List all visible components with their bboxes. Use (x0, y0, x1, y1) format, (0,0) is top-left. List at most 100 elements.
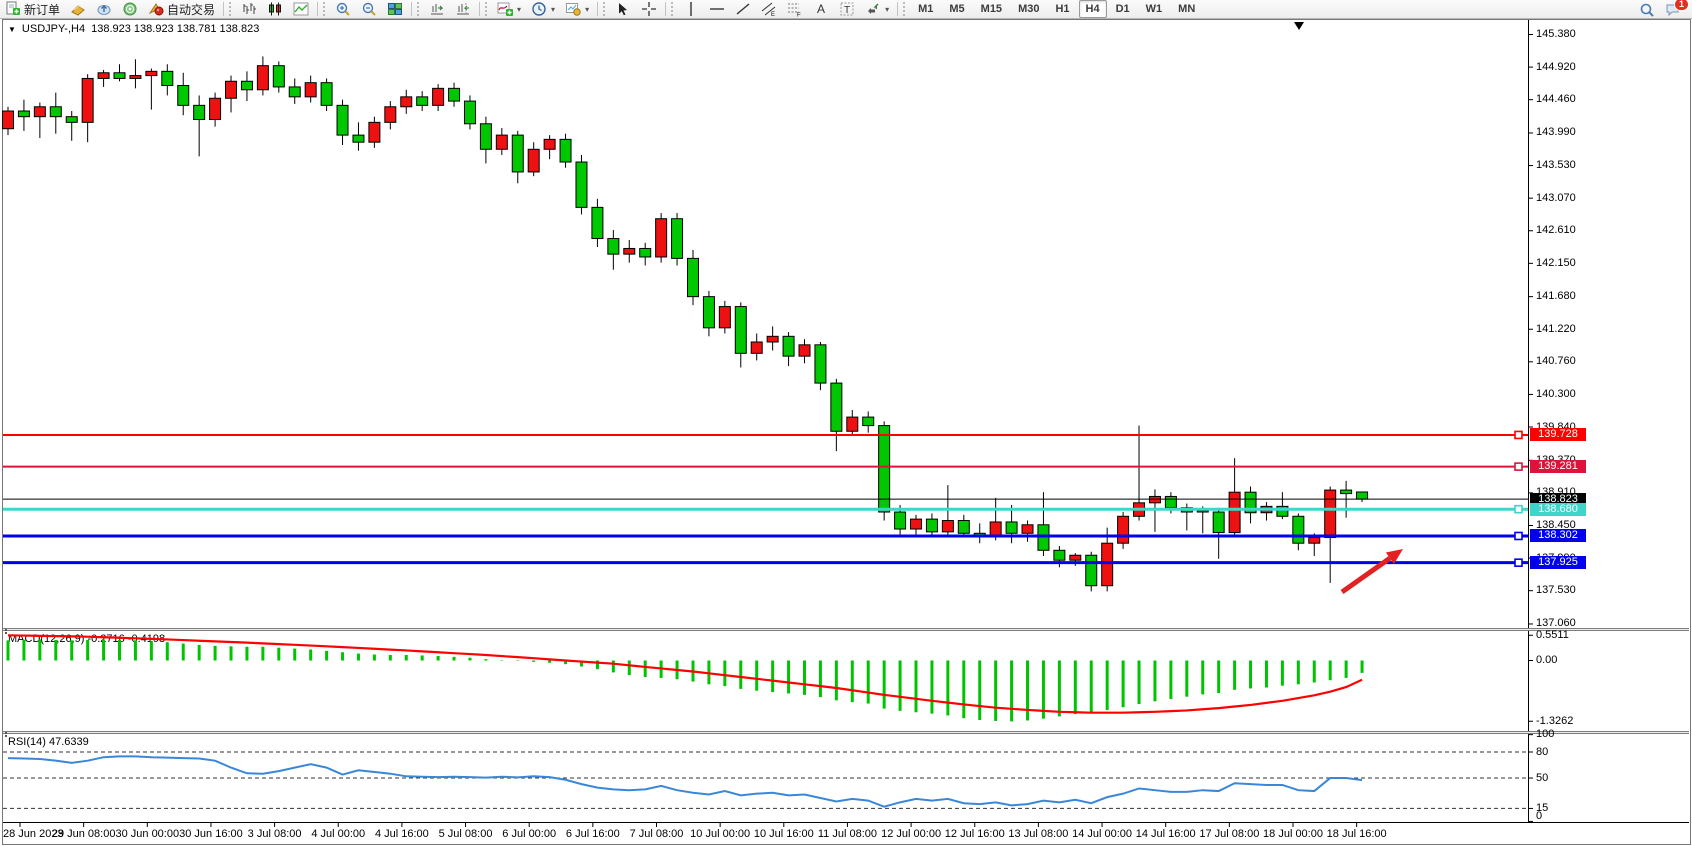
trendline-icon (735, 1, 751, 17)
rsi-panel-separator[interactable] (3, 731, 1689, 735)
vline-button[interactable] (679, 0, 703, 18)
rsi-indicator-label: RSI(14) 47.6339 (8, 736, 89, 748)
chart-shift-button[interactable] (451, 0, 475, 18)
price-line-label-138.680: 138.680 (1530, 502, 1586, 516)
timeframe-m1-button[interactable]: M1 (918, 3, 934, 15)
periods-button[interactable]: ▾ (527, 0, 559, 18)
channel-icon: E (761, 1, 777, 17)
bar-chart-icon (241, 1, 257, 17)
price-tick-label: 143.530 (1536, 159, 1576, 172)
chart-window[interactable] (2, 19, 1691, 845)
toolbar-separator (597, 2, 599, 16)
timeframe-m30-button[interactable]: M30 (1018, 3, 1040, 15)
timeframe-h1-button[interactable]: H1 (1055, 3, 1070, 15)
toolbar-separator (479, 2, 481, 16)
price-tick-label: 141.680 (1536, 290, 1576, 303)
chevron-down-icon[interactable]: ▾ (585, 4, 590, 14)
top-toolbar: 新订单 自动交易 ▾ ▾ ▾ E F A T ▾ M1 M5 M15 M30 H1 H4 D1 W1 MN 1 (0, 0, 1692, 19)
text-t-icon: T (839, 1, 855, 17)
timeframe-w1-button[interactable]: W1 (1145, 3, 1163, 15)
time-axis-label: 28 Jun 2023 (3, 828, 64, 840)
zoom-out-icon (361, 1, 377, 17)
time-axis-label: 10 Jul 00:00 (690, 828, 751, 840)
price-tick-label: 137.060 (1536, 617, 1576, 630)
auto-trading-button-label: 自动交易 (167, 2, 216, 17)
market-depth-button[interactable] (66, 0, 90, 18)
templates-button[interactable]: ▾ (561, 0, 593, 18)
crosshair-button[interactable] (637, 0, 661, 18)
zoom-in-icon (335, 1, 351, 17)
signal-icon (122, 1, 138, 17)
line-chart-button[interactable] (289, 0, 313, 18)
time-axis-label: 12 Jul 00:00 (881, 828, 942, 840)
auto-scroll-button[interactable] (425, 0, 449, 18)
price-tick-label: 143.990 (1536, 126, 1576, 139)
notifications-button[interactable]: 1 (1661, 0, 1689, 19)
cursor-button[interactable] (611, 0, 635, 18)
crosshair-icon (641, 1, 657, 17)
toolbar-grip (229, 2, 234, 16)
chart-ohlc-values: 138.923 138.923 138.781 138.823 (91, 23, 260, 35)
chart-symbol-period: USDJPY-,H4 (21, 23, 86, 35)
new-order-button[interactable]: 新订单 (1, 0, 64, 18)
candles-icon (267, 1, 283, 17)
svg-text:F: F (797, 13, 801, 18)
time-axis-label: 30 Jun 00:00 (115, 828, 180, 840)
candlestick-button[interactable] (263, 0, 287, 18)
price-tick-label: 145.380 (1536, 28, 1576, 40)
chevron-down-icon[interactable]: ▾ (517, 4, 522, 14)
bar-chart-button[interactable] (237, 0, 261, 18)
text-button[interactable]: A (809, 0, 833, 18)
timeframe-h4-button[interactable]: H4 (1078, 0, 1107, 18)
scroll-end-icon (429, 1, 445, 17)
toolbar-separator (317, 2, 319, 16)
price-tick-label: 142.150 (1536, 256, 1576, 269)
chart-title: ▼ USDJPY-,H4 138.923 138.923 138.781 138… (8, 23, 259, 35)
time-axis-label: 5 Jul 08:00 (438, 828, 493, 840)
toolbar-grip (603, 2, 608, 16)
gold-bars-icon (70, 1, 86, 17)
svg-text:T: T (844, 5, 850, 16)
timeframe-d1-button[interactable]: D1 (1115, 3, 1130, 15)
chevron-down-icon[interactable]: ▼ (8, 24, 16, 34)
text-label-button[interactable]: T (835, 0, 859, 18)
price-line-label-138.823: 138.823 (1530, 492, 1586, 506)
auto-trading-button[interactable]: 自动交易 (144, 0, 219, 18)
upload-icon (96, 1, 112, 17)
text-a-icon: A (813, 1, 829, 17)
search-button[interactable] (1635, 1, 1659, 19)
rsi-tick-label: 80 (1536, 745, 1549, 758)
svg-text:E: E (771, 12, 775, 17)
macd-panel-separator[interactable] (3, 628, 1689, 632)
macd-indicator-label: MACD(12,26,9) -0.2716 -0.4198 (8, 633, 166, 645)
price-tick-label: 144.460 (1536, 93, 1576, 106)
timeframe-m15-button[interactable]: M15 (980, 3, 1003, 15)
time-axis-label: 6 Jul 16:00 (565, 828, 620, 840)
chart-shift-icon (455, 1, 471, 17)
chevron-down-icon[interactable]: ▾ (885, 4, 890, 14)
fibonacci-button[interactable]: F (783, 0, 807, 18)
time-axis-label: 30 Jun 16:00 (179, 828, 243, 840)
timeframe-m5-button[interactable]: M5 (949, 3, 965, 15)
macd-tick-label: 0.00 (1536, 654, 1558, 666)
timeframe-mn-button[interactable]: MN (1178, 3, 1196, 15)
line-chart-icon (293, 1, 309, 17)
tile-windows-button[interactable] (383, 0, 407, 18)
indicators-button[interactable]: ▾ (493, 0, 525, 18)
time-axis-label: 11 Jul 08:00 (817, 828, 877, 840)
publish-button[interactable] (92, 0, 116, 18)
zoom-in-button[interactable] (331, 0, 355, 18)
price-axis-line (1528, 20, 1529, 822)
time-axis-label: 13 Jul 08:00 (1008, 828, 1069, 840)
chevron-down-icon[interactable]: ▾ (551, 4, 556, 14)
trendline-button[interactable] (731, 0, 755, 18)
arrows-button[interactable]: ▾ (861, 0, 893, 18)
channel-button[interactable]: E (757, 0, 781, 18)
indicator-add-icon (497, 1, 514, 17)
signals-button[interactable] (118, 0, 142, 18)
zoom-out-button[interactable] (357, 0, 381, 18)
rsi-tick-label: 15 (1536, 801, 1549, 814)
clock-icon (531, 1, 547, 17)
hline-button[interactable] (705, 0, 729, 18)
